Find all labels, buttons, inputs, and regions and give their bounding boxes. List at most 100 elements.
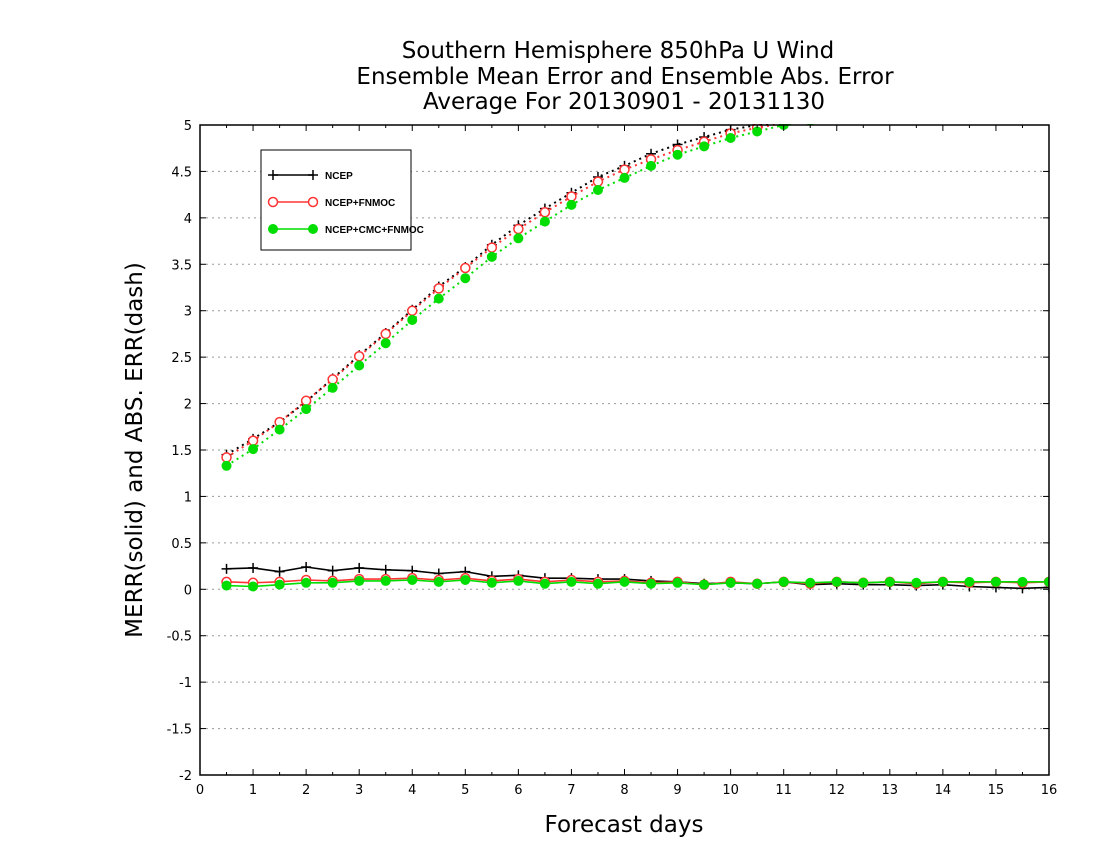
series-5-point-20 [752,126,763,137]
series-5-point-5 [354,360,365,371]
series-5-point-3 [301,404,312,415]
series-3-point-27 [938,95,948,105]
series-0-point-5 [354,562,365,573]
legend-marker-b-2 [308,224,318,234]
series-4-point-5 [353,350,365,362]
series-4-point-27 [938,96,947,105]
series-0-point-6 [380,564,391,575]
series-4-point-8 [433,283,445,294]
series-0 [221,562,1049,594]
series-3-point-31 [1044,89,1054,99]
series-4-point-12 [539,207,551,218]
legend-box [260,149,412,251]
series-2-point-6 [380,575,391,586]
series-2-point-21 [778,576,789,587]
series-4-point-9 [460,262,471,274]
series-4-point-28 [965,95,974,104]
series-5-point-23 [832,111,841,120]
series-4-point-11 [513,223,524,235]
series-2-point-13 [566,576,577,587]
x-tick-label-6: 6 [514,783,522,798]
series-5-point-24 [859,108,868,117]
series-5-point-29 [991,95,1000,104]
axes: -2-1.5-1-0.500.511.522.533.544.550 1 2 3 4 5 6… [167,119,1058,798]
series-4-point-7 [407,305,418,316]
series-5-point-1 [248,444,259,455]
series-5-point-8 [433,293,444,304]
series-2-point-8 [433,576,444,587]
legend-marker-b-1 [307,196,319,208]
series-2-point-19 [725,577,736,588]
series-4-point-1 [247,435,259,446]
legend-label-2: NCEP+CMC+FNMOC [325,225,424,236]
x-tick-label-0: 0 [196,783,204,798]
legend-label-1: NCEP+FNMOC [325,198,395,209]
y-tick-label-10: 3 [184,305,192,320]
series-5-point-25 [885,104,894,113]
series-2-point-25 [884,576,895,587]
y-tick-label-0: -2 [179,769,192,784]
series-2-point-23 [831,576,842,587]
series-4-point-25 [885,102,894,111]
series-5-point-26 [912,101,921,110]
series-2-point-5 [354,575,365,586]
series-layer [221,89,1054,594]
x-tick-label-3: 3 [355,783,363,798]
series-3-point-29 [991,91,1001,101]
x-tick-label-2: 2 [302,783,310,798]
series-5-point-9 [460,273,471,284]
x-tick-label-16: 16 [1041,783,1058,798]
y-tick-label-8: 2 [184,398,192,413]
y-axis-label: MERR(solid) and ABS. ERR(dash) [122,262,148,638]
legend-marker-a-0 [268,170,278,180]
series-2-point-30 [1017,576,1028,587]
y-tick-label-7: 1.5 [171,444,192,459]
y-tick-label-14: 5 [184,119,192,134]
series-4-point-26 [912,99,921,108]
series-3-point-24 [858,103,868,113]
series-4-point-31 [1045,91,1054,100]
x-axis-label: Forecast days [545,812,704,838]
y-tick-label-5: 0.5 [171,537,192,552]
series-5-point-19 [725,133,736,143]
series-4-point-4 [327,374,338,385]
x-tick-label-13: 13 [882,783,899,798]
x-tick-label-10: 10 [722,783,739,798]
series-3-point-30 [1017,90,1027,100]
series-2-point-24 [858,577,869,588]
grid-lines [200,170,1049,730]
series-2-point-12 [539,578,550,589]
series-5-point-6 [380,338,391,349]
series-2-point-9 [460,575,471,585]
series-2-point-2 [274,579,285,590]
legend-label-0: NCEP [325,171,353,182]
series-3 [221,89,1054,460]
y-tick-label-13: 4.5 [171,165,192,180]
y-tick-label-11: 3.5 [171,258,192,273]
y-tick-label-1: -1.5 [167,723,192,738]
series-4 [221,91,1054,463]
series-5-point-13 [566,199,577,210]
series-5-point-7 [407,315,418,325]
series-line-0 [226,566,1049,590]
legend-marker-b-0 [308,170,318,180]
series-3-point-25 [885,100,895,110]
series-2-point-22 [805,577,816,588]
series-5-point-16 [646,160,657,171]
series-4-point-29 [991,93,1000,102]
series-line-3 [226,124,772,456]
y-tick-label-12: 4 [184,212,192,227]
chart-subtitle: Ensemble Mean Error and Ensemble Abs. Er… [356,64,894,90]
chart-title: Southern Hemisphere 850hPa U Wind [402,38,835,64]
x-tick-label-1: 1 [249,783,257,798]
series-2-point-28 [964,576,975,587]
series-4-point-30 [1018,92,1027,101]
series-2-point-16 [646,578,657,589]
x-tick-label-9: 9 [673,783,681,798]
y-tick-label-9: 2.5 [171,351,192,366]
series-0-point-31 [1044,582,1049,593]
x-tick-label-4: 4 [408,783,416,798]
series-5-point-2 [274,424,285,435]
series-5-point-0 [221,460,232,471]
